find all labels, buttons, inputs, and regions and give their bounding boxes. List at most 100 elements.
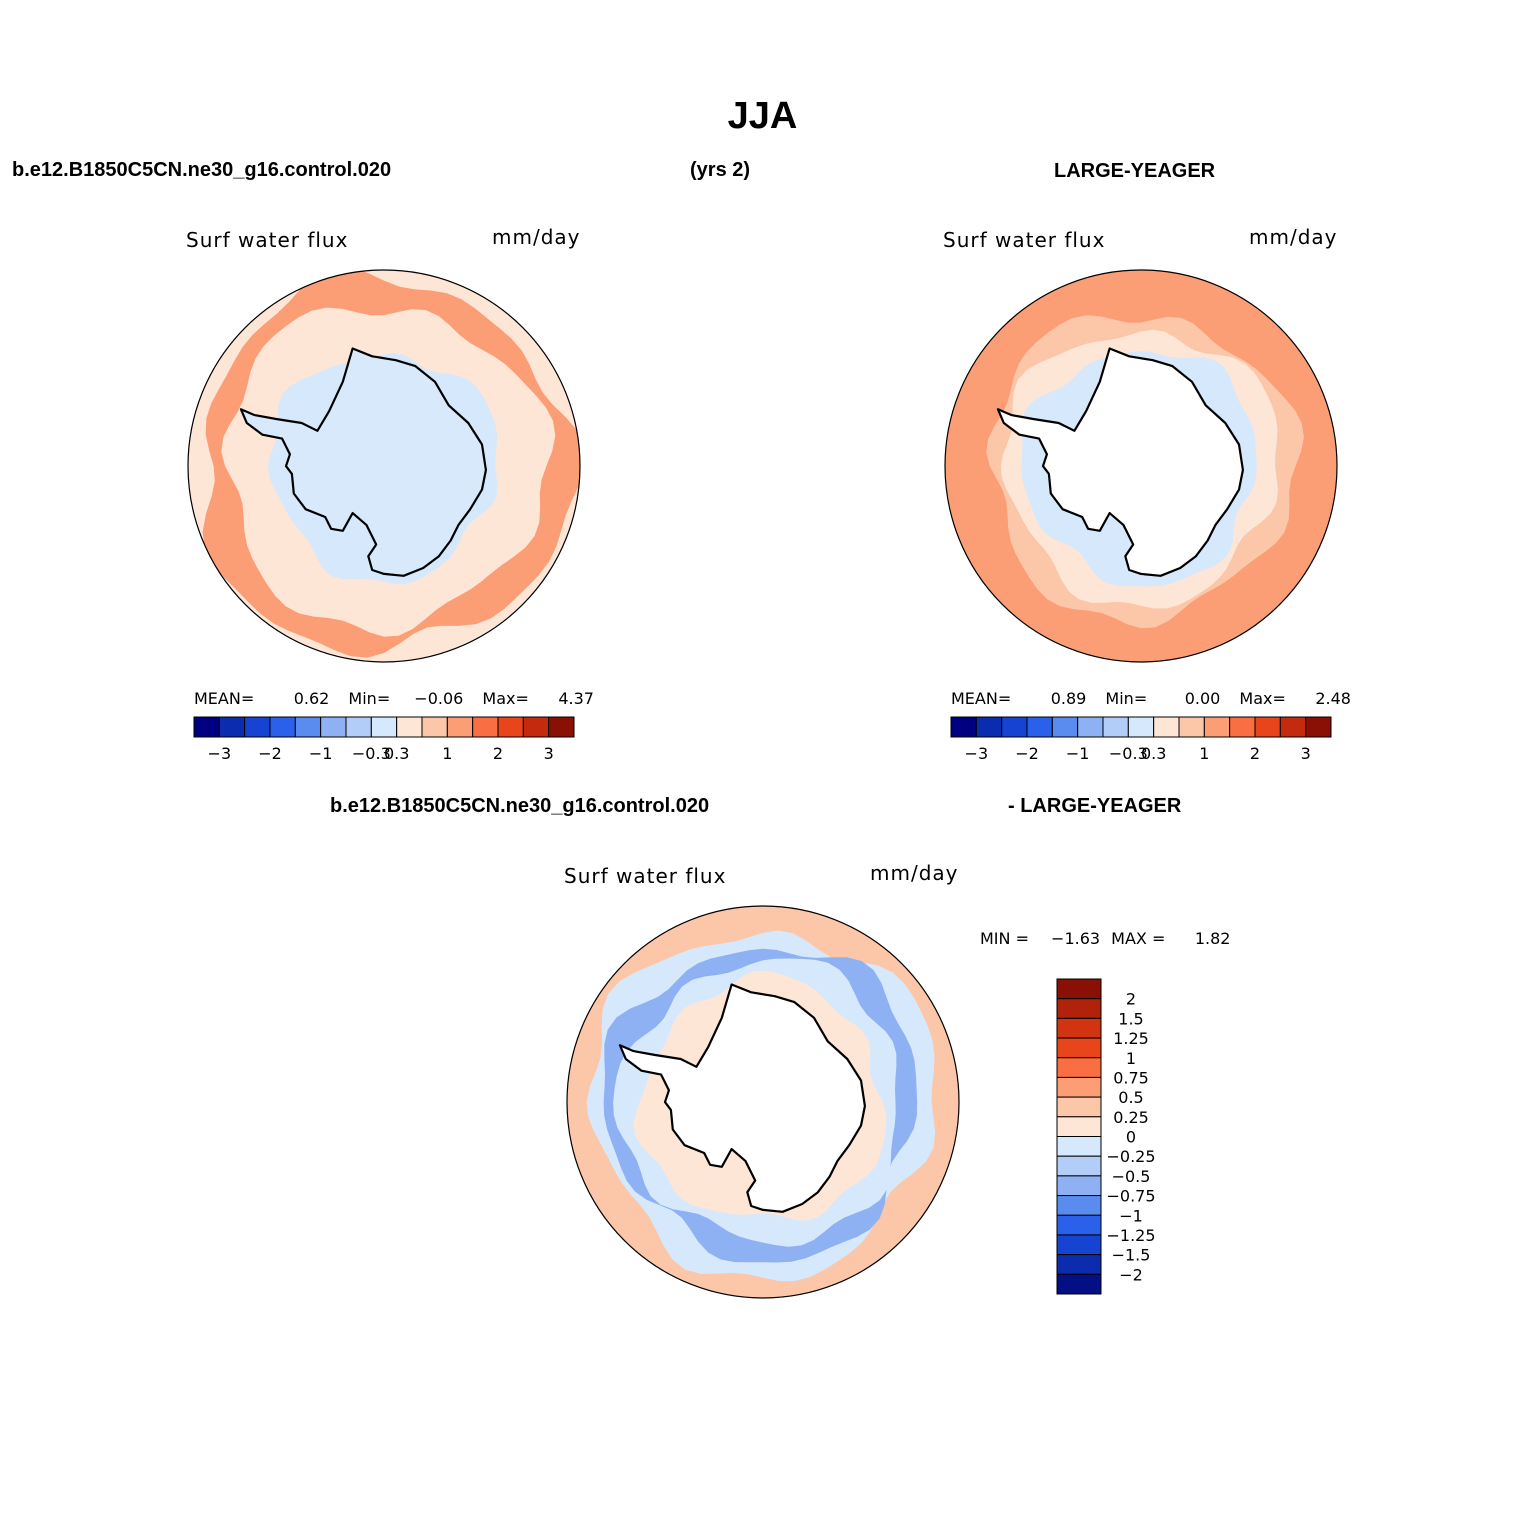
stats-panel-3: MIN = −1.63 MAX = 1.82: [980, 929, 1230, 948]
map-1-field: [188, 270, 580, 662]
colorbar-swatch: [1056, 1155, 1102, 1177]
mean-value: 0.89: [1050, 689, 1087, 708]
colorbar-swatch: [244, 716, 271, 738]
colorbar-swatch: [1305, 716, 1332, 738]
colorbar-swatch: [1056, 1057, 1102, 1078]
colorbar-tick-label: 0.5: [1118, 1088, 1143, 1107]
units-label-3: mm/day: [870, 861, 959, 885]
colorbar-swatch: [396, 716, 423, 738]
colorbar-swatch: [1056, 978, 1102, 1000]
map-3-field: [567, 906, 959, 1298]
colorbar-tick-label: −1: [1066, 744, 1090, 763]
colorbar-swatch: [1056, 1037, 1102, 1059]
diff-case-label: b.e12.B1850C5CN.ne30_g16.control.020: [330, 795, 710, 817]
colorbar-swatch: [370, 716, 398, 738]
colorbar-swatch: [1229, 716, 1256, 738]
diff-reference-label: - LARGE-YEAGER: [1008, 795, 1182, 817]
colorbar-swatch: [269, 716, 296, 738]
colorbar-tick-label: 0.3: [384, 744, 409, 763]
variable-label-1: Surf water flux: [186, 228, 349, 252]
variable-label-3: Surf water flux: [564, 864, 727, 888]
colorbar-tick-label: −2: [1119, 1265, 1143, 1284]
colorbar-swatch: [294, 716, 322, 738]
colorbar-swatch: [1056, 1116, 1102, 1137]
colorbar-3: 21.51.2510.750.50.250−0.25−0.5−0.75−1−1.…: [1056, 978, 1156, 1295]
min-value: −0.06: [414, 689, 464, 708]
colorbar-swatch: [193, 716, 220, 738]
colorbar-tick-label: 1.5: [1118, 1009, 1143, 1028]
colorbar-swatch: [421, 716, 448, 738]
colorbar-swatch: [950, 716, 977, 738]
antarctica-coastline: [618, 983, 866, 1213]
antarctica-coastline: [239, 347, 487, 577]
colorbar-swatch: [1102, 716, 1129, 738]
colorbar-tick-label: −1: [1119, 1206, 1143, 1225]
min-value: 0.00: [1184, 689, 1221, 708]
colorbar-swatch: [218, 716, 246, 738]
case-name-label: b.e12.B1850C5CN.ne30_g16.control.020: [12, 159, 392, 181]
colorbar-1: −3 −2 −1 −0.30.3 1 2 3: [193, 716, 575, 763]
units-label-1: mm/day: [492, 225, 581, 249]
max-value: 2.48: [1315, 689, 1351, 708]
colorbar-tick-label: 1: [1126, 1049, 1136, 1068]
colorbar-tick-label: −0.3: [352, 744, 391, 763]
colorbar-tick-label: 0: [1126, 1128, 1136, 1147]
min-label: Min=: [1105, 689, 1148, 708]
colorbar-swatch: [1056, 998, 1102, 1019]
min-label: Min=: [348, 689, 391, 708]
colorbar-swatch: [1153, 716, 1180, 738]
colorbar-tick-label: −0.75: [1106, 1187, 1155, 1206]
colorbar-tick-label: −0.5: [1112, 1167, 1151, 1186]
colorbar-tick-label: 0.25: [1113, 1108, 1149, 1127]
page-title: JJA: [727, 95, 798, 137]
colorbar-tick-label: 1: [442, 744, 452, 763]
colorbar-2: −3 −2 −1 −0.30.3 1 2 3: [950, 716, 1332, 763]
colorbar-swatch: [1051, 716, 1079, 738]
colorbar-tick-label: −3: [965, 744, 989, 763]
colorbar-swatch: [1026, 716, 1053, 738]
colorbar-tick-label: 2: [1126, 990, 1136, 1009]
colorbar-swatch: [1056, 1096, 1102, 1118]
min-value: −1.63: [1051, 929, 1101, 948]
colorbar-swatch: [1056, 1017, 1102, 1039]
map-border: [944, 269, 1338, 663]
colorbar-tick-label: 0.75: [1113, 1068, 1149, 1087]
min-label: MIN =: [980, 929, 1029, 948]
colorbar-swatch: [1127, 716, 1155, 738]
colorbar-swatch: [1056, 1175, 1102, 1197]
max-value: 4.37: [558, 689, 594, 708]
colorbar-tick-label: −1.5: [1112, 1246, 1151, 1265]
colorbar-tick-label: −1.25: [1106, 1226, 1155, 1245]
colorbar-swatch: [548, 716, 575, 738]
colorbar-swatch: [320, 716, 347, 738]
colorbar-swatch: [1203, 716, 1231, 738]
colorbar-tick-label: −1: [309, 744, 333, 763]
colorbar-tick-label: −0.25: [1106, 1147, 1155, 1166]
colorbar-swatch: [345, 716, 372, 738]
colorbar-tick-label: 3: [1301, 744, 1311, 763]
colorbar-swatch: [1254, 716, 1281, 738]
colorbar-swatch: [1056, 1076, 1102, 1098]
colorbar-swatch: [1077, 716, 1104, 738]
colorbar-swatch: [1279, 716, 1307, 738]
colorbar-tick-label: −2: [258, 744, 282, 763]
stats-panel-1: MEAN= 0.62 Min= −0.06 Max= 4.37: [194, 689, 594, 708]
colorbar-swatch: [1001, 716, 1028, 738]
colorbar-swatch: [1056, 1136, 1102, 1157]
colorbar-swatch: [1056, 1195, 1102, 1216]
units-label-2: mm/day: [1249, 225, 1338, 249]
colorbar-swatch: [522, 716, 550, 738]
colorbar-swatch: [1056, 1234, 1102, 1256]
colorbar-tick-label: 1.25: [1113, 1029, 1149, 1048]
map-border: [566, 905, 960, 1299]
colorbar-tick-label: −2: [1015, 744, 1039, 763]
variable-label-2: Surf water flux: [943, 228, 1106, 252]
colorbar-swatch: [497, 716, 524, 738]
max-label: Max=: [1239, 689, 1286, 708]
colorbar-tick-label: 2: [493, 744, 503, 763]
max-value: 1.82: [1194, 929, 1231, 948]
colorbar-swatch: [446, 716, 474, 738]
years-label: (yrs 2): [690, 159, 751, 181]
colorbar-tick-label: 0.3: [1141, 744, 1166, 763]
